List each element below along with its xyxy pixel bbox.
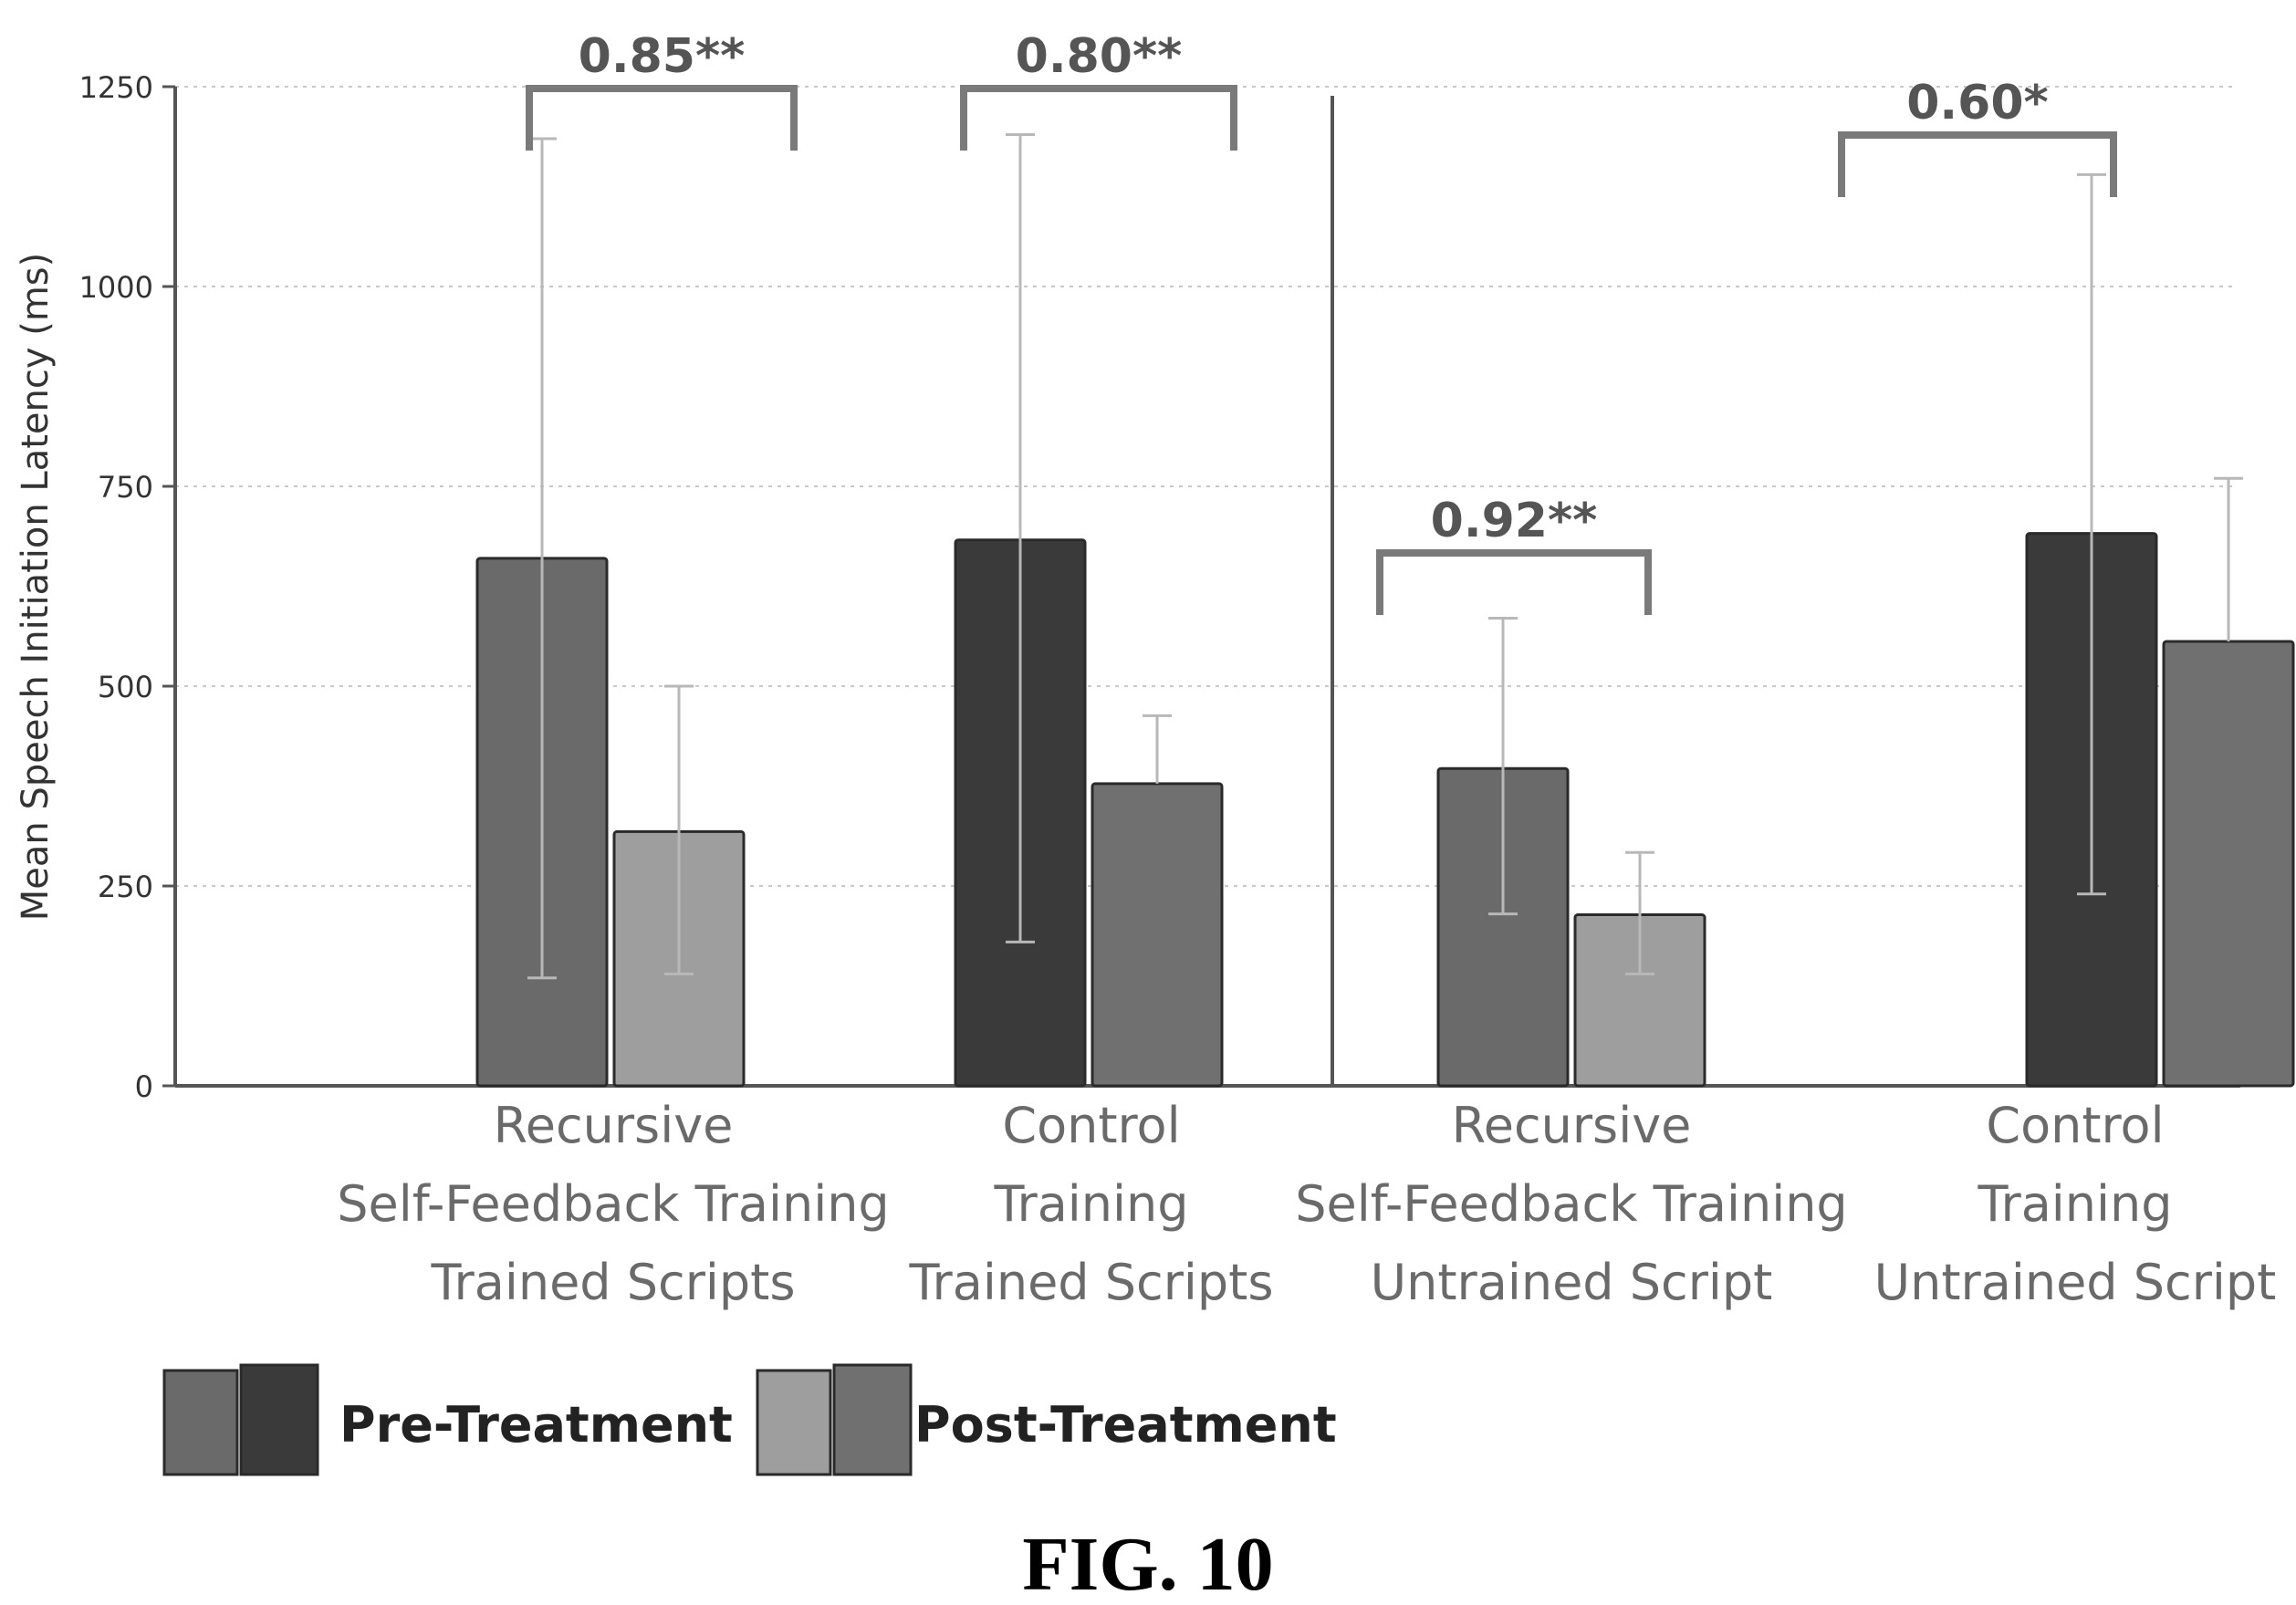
category-labels: Recursive Self-Feedback Training Trained S… bbox=[337, 1097, 2276, 1311]
legend-label: Pre-Treatment bbox=[339, 1396, 733, 1454]
legend-swatch bbox=[832, 1363, 913, 1476]
effect-size-label: 0.85** bbox=[579, 29, 746, 84]
y-tick-label: 250 bbox=[98, 870, 153, 904]
significance-brackets: 0.85** 0.80** 0.92** 0.60* bbox=[526, 29, 2117, 615]
y-tick-label: 500 bbox=[98, 670, 153, 704]
bar-post-treatment bbox=[2162, 640, 2295, 1088]
category-label: Control Training Trained Scripts bbox=[909, 1097, 1274, 1311]
legend-swatch bbox=[756, 1369, 832, 1476]
y-tick-labels: 0 250 500 750 1000 1250 bbox=[79, 70, 175, 1104]
significance-bracket bbox=[526, 85, 798, 151]
effect-size-label: 0.92** bbox=[1431, 494, 1598, 548]
y-tick-label: 1250 bbox=[79, 70, 153, 105]
effect-size-label: 0.60* bbox=[1906, 76, 2049, 130]
gridlines bbox=[175, 86, 2236, 887]
figure-caption: FIG. 10 bbox=[1022, 1522, 1273, 1605]
legend-swatch bbox=[239, 1363, 319, 1476]
legend-swatch bbox=[162, 1369, 239, 1476]
category-label: Control Training Untrained Script bbox=[1874, 1097, 2277, 1311]
effect-size-label: 0.80** bbox=[1016, 29, 1183, 84]
category-label: Recursive Self-Feedback Training Trained S… bbox=[337, 1097, 889, 1311]
y-tick-label: 1000 bbox=[79, 270, 153, 305]
y-tick-label: 750 bbox=[98, 470, 153, 505]
significance-bracket bbox=[960, 85, 1237, 151]
significance-bracket bbox=[1838, 131, 2117, 197]
legend-item: Post-Treatment bbox=[756, 1363, 1337, 1476]
category-label: Recursive Self-Feedback Training Untrained… bbox=[1295, 1097, 1847, 1311]
legend-item: Pre-Treatment bbox=[162, 1363, 733, 1476]
error-bars bbox=[527, 133, 2243, 980]
y-tick-label: 0 bbox=[135, 1069, 153, 1104]
legend-label: Post-Treatment bbox=[914, 1396, 1337, 1454]
y-axis-label: Mean Speech Initiation Latency (ms) bbox=[15, 253, 57, 922]
legend: Pre-Treatment Post-Treatment bbox=[162, 1363, 1337, 1476]
bars bbox=[475, 532, 2295, 1088]
bar-post-treatment bbox=[1091, 782, 1224, 1088]
significance-bracket bbox=[1376, 549, 1652, 615]
